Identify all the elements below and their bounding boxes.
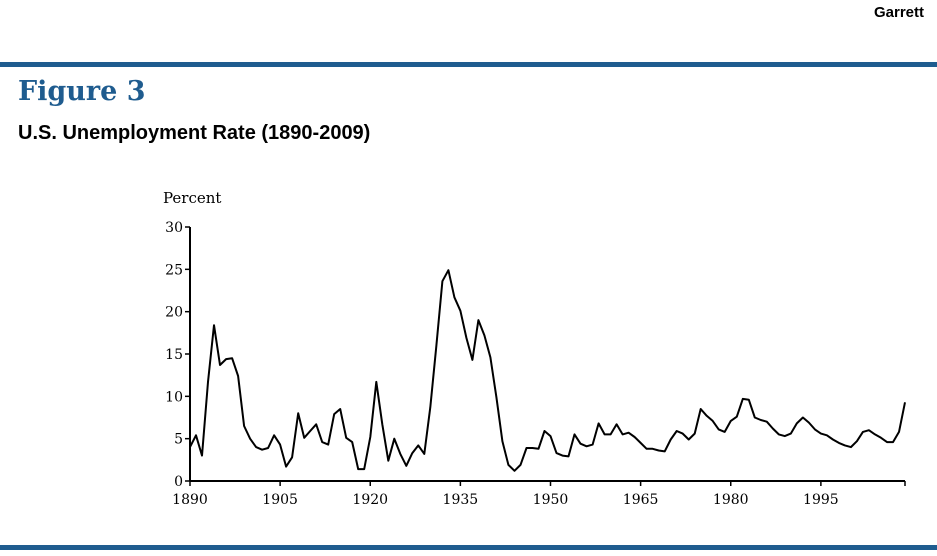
figure-label: Figure 3 [18,76,146,107]
y-tick-label: 0 [174,474,183,490]
top-rule [0,62,937,67]
x-tick-label: 1950 [533,492,569,508]
x-axis: 1890 1905 1920 1935 1950 1965 1980 1995 [172,480,906,508]
y-axis: 0 5 10 15 20 25 30 [165,220,191,490]
x-tick-label: 1995 [803,492,839,508]
unemployment-rate-line [189,269,906,472]
y-tick-label: 10 [165,389,183,405]
x-tick-label: 1980 [713,492,749,508]
header-author: Garrett [874,4,925,21]
y-tick-label: 20 [165,305,183,321]
figure-title: U.S. Unemployment Rate (1890-2009) [18,122,371,144]
y-tick-label: 25 [165,262,183,278]
x-tick-label: 1965 [623,492,659,508]
x-tick-label: 1920 [352,492,388,508]
y-axis-title: Percent [163,189,221,207]
x-tick-label: 1890 [172,492,208,508]
x-tick-label: 1905 [262,492,298,508]
x-tick-label: 1935 [443,492,479,508]
y-tick-label: 30 [165,220,183,236]
y-tick-label: 15 [165,347,183,363]
bottom-rule [0,545,937,550]
y-tick-label: 5 [174,432,183,448]
